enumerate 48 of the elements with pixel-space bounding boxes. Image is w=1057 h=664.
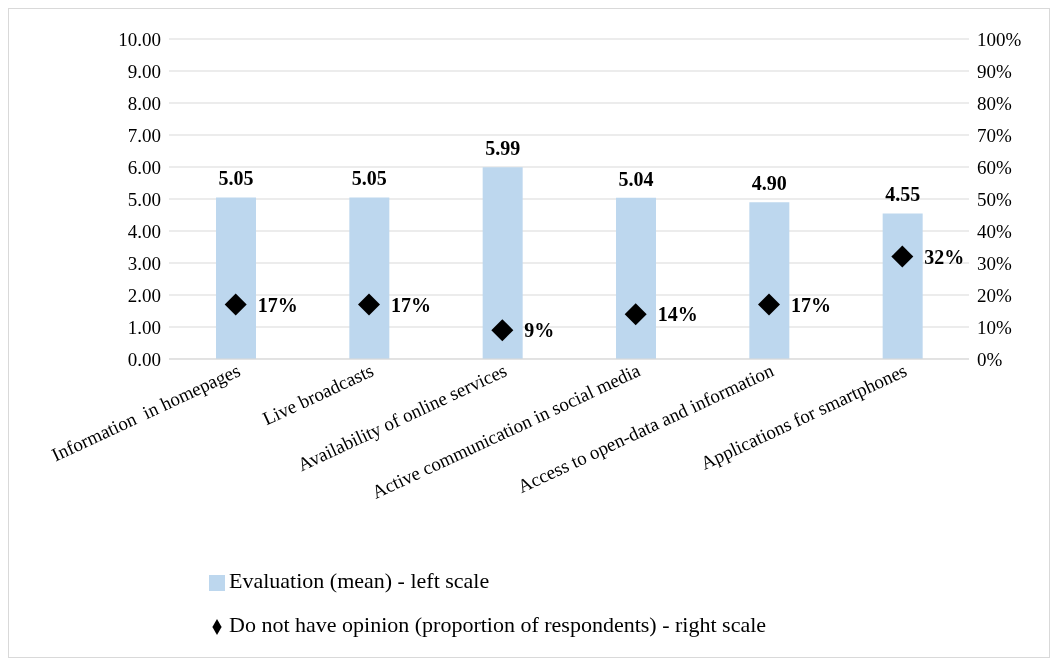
y-tick-label: 0.00 [127, 348, 161, 370]
point [891, 245, 914, 268]
point [224, 293, 247, 316]
legend-label: Do not have opinion (proportion of respondents) - right scale [229, 612, 767, 637]
y2-tick-label: 80% [977, 92, 1012, 114]
data-label: 5.04 [618, 167, 654, 190]
y-tick-label: 3.00 [127, 252, 161, 274]
data-label: 5.05 [351, 167, 387, 190]
data-label: 9% [524, 319, 555, 342]
y2-tick-label: 20% [977, 284, 1012, 306]
y-tick-label: 2.00 [127, 284, 161, 306]
point [624, 303, 647, 326]
data-label: 5.05 [218, 167, 254, 190]
y-tick-label: 4.00 [127, 220, 161, 242]
data-label: 14% [657, 303, 698, 326]
y2-tick-label: 30% [977, 252, 1012, 274]
y-tick-label: 5.00 [127, 188, 161, 210]
y-tick-label: 10.00 [118, 28, 161, 50]
bar [216, 197, 256, 359]
y-tick-label: 6.00 [127, 156, 161, 178]
data-label: 5.99 [485, 137, 521, 160]
y2-tick-label: 70% [977, 124, 1012, 146]
data-label: 32% [924, 245, 965, 268]
bar [616, 197, 656, 359]
point [491, 319, 514, 342]
y-tick-label: 8.00 [127, 92, 161, 114]
y2-tick-label: 40% [977, 220, 1012, 242]
y2-tick-label: 10% [977, 316, 1012, 338]
bar [749, 202, 790, 359]
y2-tick-label: 100% [977, 28, 1022, 50]
bar [882, 213, 923, 359]
data-label: 17% [391, 293, 431, 316]
y-tick-label: 9.00 [127, 60, 161, 82]
point [758, 293, 780, 316]
y-tick-label: 7.00 [127, 124, 161, 146]
data-label: 17% [257, 293, 298, 316]
point [358, 293, 380, 316]
y2-tick-label: 60% [977, 156, 1012, 178]
legend-label: Evaluation (mean) - left scale [229, 568, 490, 593]
y-tick-label: 1.00 [127, 316, 161, 338]
y2-tick-label: 0% [977, 348, 1003, 370]
y2-tick-label: 50% [977, 188, 1012, 210]
data-label: 17% [791, 293, 831, 316]
data-label: 4.90 [751, 172, 787, 195]
y2-tick-label: 90% [977, 60, 1012, 82]
data-label: 4.55 [885, 183, 921, 206]
bar [482, 167, 523, 359]
bar [349, 197, 390, 359]
